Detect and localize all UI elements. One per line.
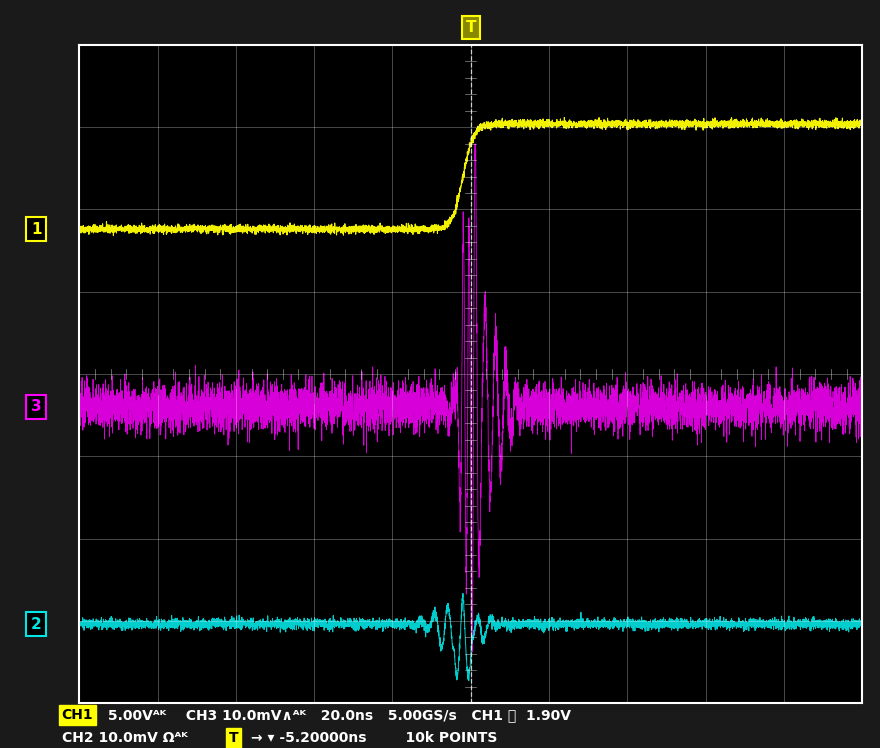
Text: 2: 2 [31, 616, 41, 631]
Text: 1: 1 [31, 221, 41, 236]
Text: CH2 10.0mV Ωᴬᴷ: CH2 10.0mV Ωᴬᴷ [62, 732, 202, 745]
Text: T: T [229, 732, 238, 745]
Text: → ▾ -5.20000ns        10k POINTS: → ▾ -5.20000ns 10k POINTS [251, 732, 497, 745]
Text: 3: 3 [31, 399, 41, 414]
Text: T: T [466, 20, 476, 35]
Text: 5.00Vᴬᴷ    CH3 10.0mV∧ᴬᴷ   20.0ns   5.00GS/s   CH1 ⏱  1.90V: 5.00Vᴬᴷ CH3 10.0mV∧ᴬᴷ 20.0ns 5.00GS/s CH… [103, 708, 571, 722]
Text: CH1: CH1 [62, 708, 93, 722]
